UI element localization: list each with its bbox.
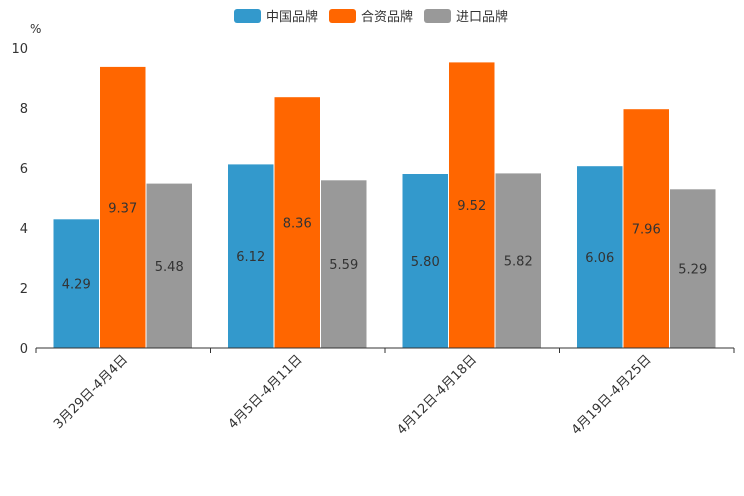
x-category-label: 4月5日-4月11日 [226, 352, 306, 432]
bar[interactable] [228, 164, 274, 348]
data-label: 5.29 [678, 263, 707, 278]
y-tick-label: 4 [20, 222, 28, 237]
data-label: 7.96 [632, 223, 661, 238]
legend-swatch-import-brand [424, 9, 451, 23]
y-tick-label: 8 [20, 102, 28, 117]
bar[interactable] [623, 109, 670, 348]
x-axis-ticks: 3月29日-4月4日 4月5日-4月11日 4月12日-4月18日 4月19日-4月2… [35, 348, 735, 438]
y-tick-label: 0 [20, 342, 28, 357]
bar[interactable] [495, 173, 542, 348]
data-label: 6.06 [585, 251, 614, 266]
y-axis-unit: % [30, 22, 41, 36]
bar[interactable] [670, 189, 716, 348]
legend-item-joint-venture-brand[interactable]: 合资品牌 [329, 9, 413, 25]
bars [53, 62, 716, 349]
x-category-label: 3月29日-4月4日 [51, 352, 131, 432]
x-category-label: 4月19日-4月25日 [569, 352, 655, 438]
legend-swatch-joint-venture-brand [329, 9, 356, 23]
bar[interactable] [449, 62, 495, 349]
data-label: 4.29 [62, 278, 91, 293]
legend-item-china-brand[interactable]: 中国品牌 [234, 9, 318, 25]
x-category-label: 4月12日-4月18日 [394, 352, 480, 438]
y-tick-label: 6 [20, 162, 28, 177]
data-label: 8.36 [283, 217, 312, 232]
legend-item-import-brand[interactable]: 进口品牌 [424, 9, 508, 25]
legend-label-china-brand: 中国品牌 [266, 9, 318, 25]
data-label: 9.52 [457, 199, 486, 214]
y-tick-label: 2 [20, 282, 28, 297]
data-label: 5.80 [411, 255, 440, 270]
data-label: 6.12 [236, 250, 265, 265]
bar[interactable] [577, 166, 623, 348]
bar[interactable] [53, 219, 100, 348]
legend-swatch-china-brand [234, 9, 261, 23]
y-tick-label: 10 [11, 42, 28, 57]
legend: 中国品牌 合资品牌 进口品牌 [234, 9, 508, 25]
bar[interactable] [321, 180, 367, 348]
data-label: 9.37 [108, 201, 137, 216]
y-axis-ticks: 0 2 4 6 8 10 [11, 42, 28, 357]
legend-label-joint-venture-brand: 合资品牌 [361, 9, 413, 25]
legend-label-import-brand: 进口品牌 [456, 9, 508, 25]
data-label: 5.59 [329, 258, 358, 273]
data-label: 5.48 [155, 260, 184, 275]
bar[interactable] [146, 183, 193, 348]
bar[interactable] [100, 66, 146, 349]
data-labels: 4.29 9.37 5.48 6.12 8.36 5.59 5.80 9.52 5.82 6.06… [62, 199, 707, 292]
data-label: 5.82 [504, 255, 533, 270]
bar[interactable] [402, 174, 449, 348]
bar[interactable] [274, 97, 321, 348]
